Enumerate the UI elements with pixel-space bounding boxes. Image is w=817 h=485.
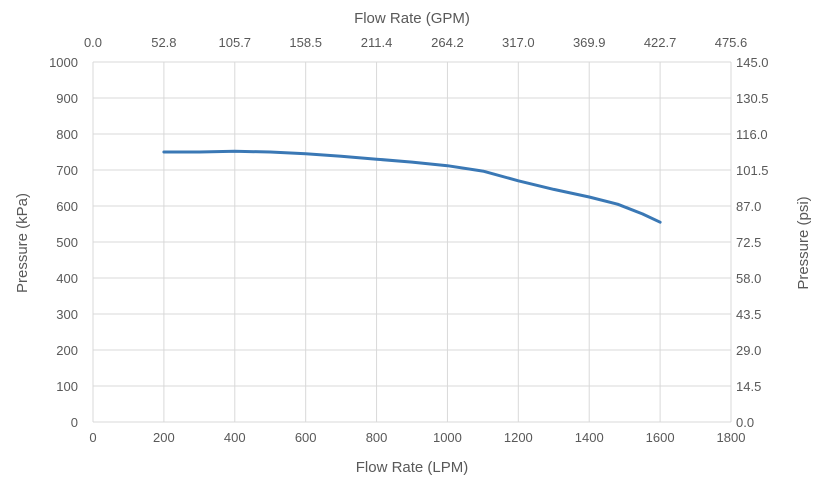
x-bottom-axis-title: Flow Rate (LPM)	[356, 459, 469, 476]
y-left-axis-title: Pressure (kPa)	[14, 193, 31, 293]
x-top-tick-label: 158.5	[289, 35, 322, 50]
x-bottom-tick-label: 1800	[717, 430, 746, 445]
x-bottom-tick-label: 1200	[504, 430, 533, 445]
y-right-tick-label: 130.5	[736, 91, 769, 106]
y-left-tick-label: 700	[56, 163, 78, 178]
y-left-tick-label: 500	[56, 235, 78, 250]
x-top-tick-label: 369.9	[573, 35, 606, 50]
y-left-tick-label: 300	[56, 307, 78, 322]
y-left-tick-label: 0	[71, 415, 78, 430]
y-right-tick-label: 101.5	[736, 163, 769, 178]
grid-layer	[92, 61, 732, 423]
tick-label-layer: 00.020052.8400105.7600158.5800211.410002…	[49, 35, 768, 445]
x-top-tick-label: 475.6	[715, 35, 748, 50]
x-bottom-tick-label: 0	[89, 430, 96, 445]
x-bottom-tick-label: 600	[295, 430, 317, 445]
x-bottom-tick-label: 200	[153, 430, 175, 445]
x-bottom-tick-label: 1000	[433, 430, 462, 445]
y-right-tick-label: 87.0	[736, 199, 761, 214]
series-line	[162, 149, 662, 224]
y-left-tick-label: 100	[56, 379, 78, 394]
x-top-tick-label: 264.2	[431, 35, 464, 50]
y-right-tick-label: 0.0	[736, 415, 754, 430]
y-left-tick-label: 800	[56, 127, 78, 142]
x-top-tick-label: 317.0	[502, 35, 535, 50]
x-top-tick-label: 52.8	[151, 35, 176, 50]
y-right-axis-title: Pressure (psi)	[795, 196, 812, 289]
x-top-tick-label: 105.7	[219, 35, 252, 50]
y-right-tick-label: 29.0	[736, 343, 761, 358]
x-top-axis-title: Flow Rate (GPM)	[354, 10, 470, 27]
y-right-tick-label: 58.0	[736, 271, 761, 286]
x-bottom-tick-label: 1400	[575, 430, 604, 445]
y-left-tick-label: 1000	[49, 55, 78, 70]
x-top-tick-label: 211.4	[361, 35, 393, 50]
x-bottom-tick-label: 1600	[646, 430, 675, 445]
y-left-tick-label: 400	[56, 271, 78, 286]
y-right-tick-label: 145.0	[736, 55, 769, 70]
x-bottom-tick-label: 800	[366, 430, 388, 445]
y-left-tick-label: 900	[56, 91, 78, 106]
x-bottom-tick-label: 400	[224, 430, 246, 445]
y-right-tick-label: 116.0	[736, 127, 768, 142]
y-right-tick-label: 14.5	[736, 379, 761, 394]
y-right-tick-label: 43.5	[736, 307, 761, 322]
y-right-tick-label: 72.5	[736, 235, 761, 250]
x-top-tick-label: 422.7	[644, 35, 677, 50]
y-left-tick-label: 600	[56, 199, 78, 214]
x-top-tick-label: 0.0	[84, 35, 102, 50]
series-layer	[162, 149, 662, 224]
y-left-tick-label: 200	[56, 343, 78, 358]
